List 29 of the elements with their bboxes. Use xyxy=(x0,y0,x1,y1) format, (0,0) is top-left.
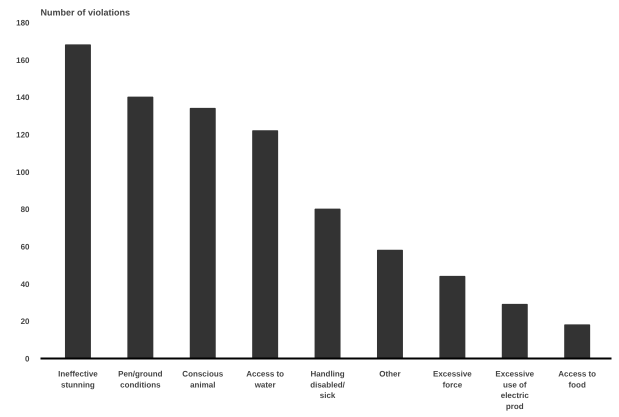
x-tick-label: Excessive force xyxy=(433,370,472,390)
y-tick-label: 80 xyxy=(20,205,30,214)
x-tick-label: Conscious animal xyxy=(182,370,224,390)
bar xyxy=(190,108,216,358)
x-tick-label: Handling disabled/ sick xyxy=(310,370,346,400)
x-tick-label: Ineffective stunning xyxy=(58,370,98,390)
bar xyxy=(502,304,528,358)
y-tick-label: 60 xyxy=(20,242,30,252)
x-tick-label: Access to food xyxy=(558,370,596,390)
bar xyxy=(314,208,341,358)
x-tick-label: Access to water xyxy=(246,370,284,390)
x-tick-label: Pen/ground conditions xyxy=(118,370,163,390)
bar xyxy=(564,324,590,358)
y-tick-label: 120 xyxy=(16,130,30,140)
y-tick-label: 100 xyxy=(16,168,30,177)
bar xyxy=(127,96,154,358)
x-tick-label: Excessive use of electric prod xyxy=(495,370,535,411)
x-tick-label: Other xyxy=(379,370,401,378)
y-tick-label: 0 xyxy=(25,354,30,364)
y-tick-label: 140 xyxy=(16,93,30,102)
bar xyxy=(439,276,466,358)
y-tick-label: 180 xyxy=(16,18,30,28)
bar xyxy=(376,250,403,358)
y-axis-title: Number of violations xyxy=(40,8,130,18)
bar xyxy=(64,44,91,358)
y-tick-label: 40 xyxy=(20,280,30,289)
y-tick-label: 160 xyxy=(16,56,30,65)
bar xyxy=(252,130,278,358)
y-tick-label: 20 xyxy=(20,317,30,326)
